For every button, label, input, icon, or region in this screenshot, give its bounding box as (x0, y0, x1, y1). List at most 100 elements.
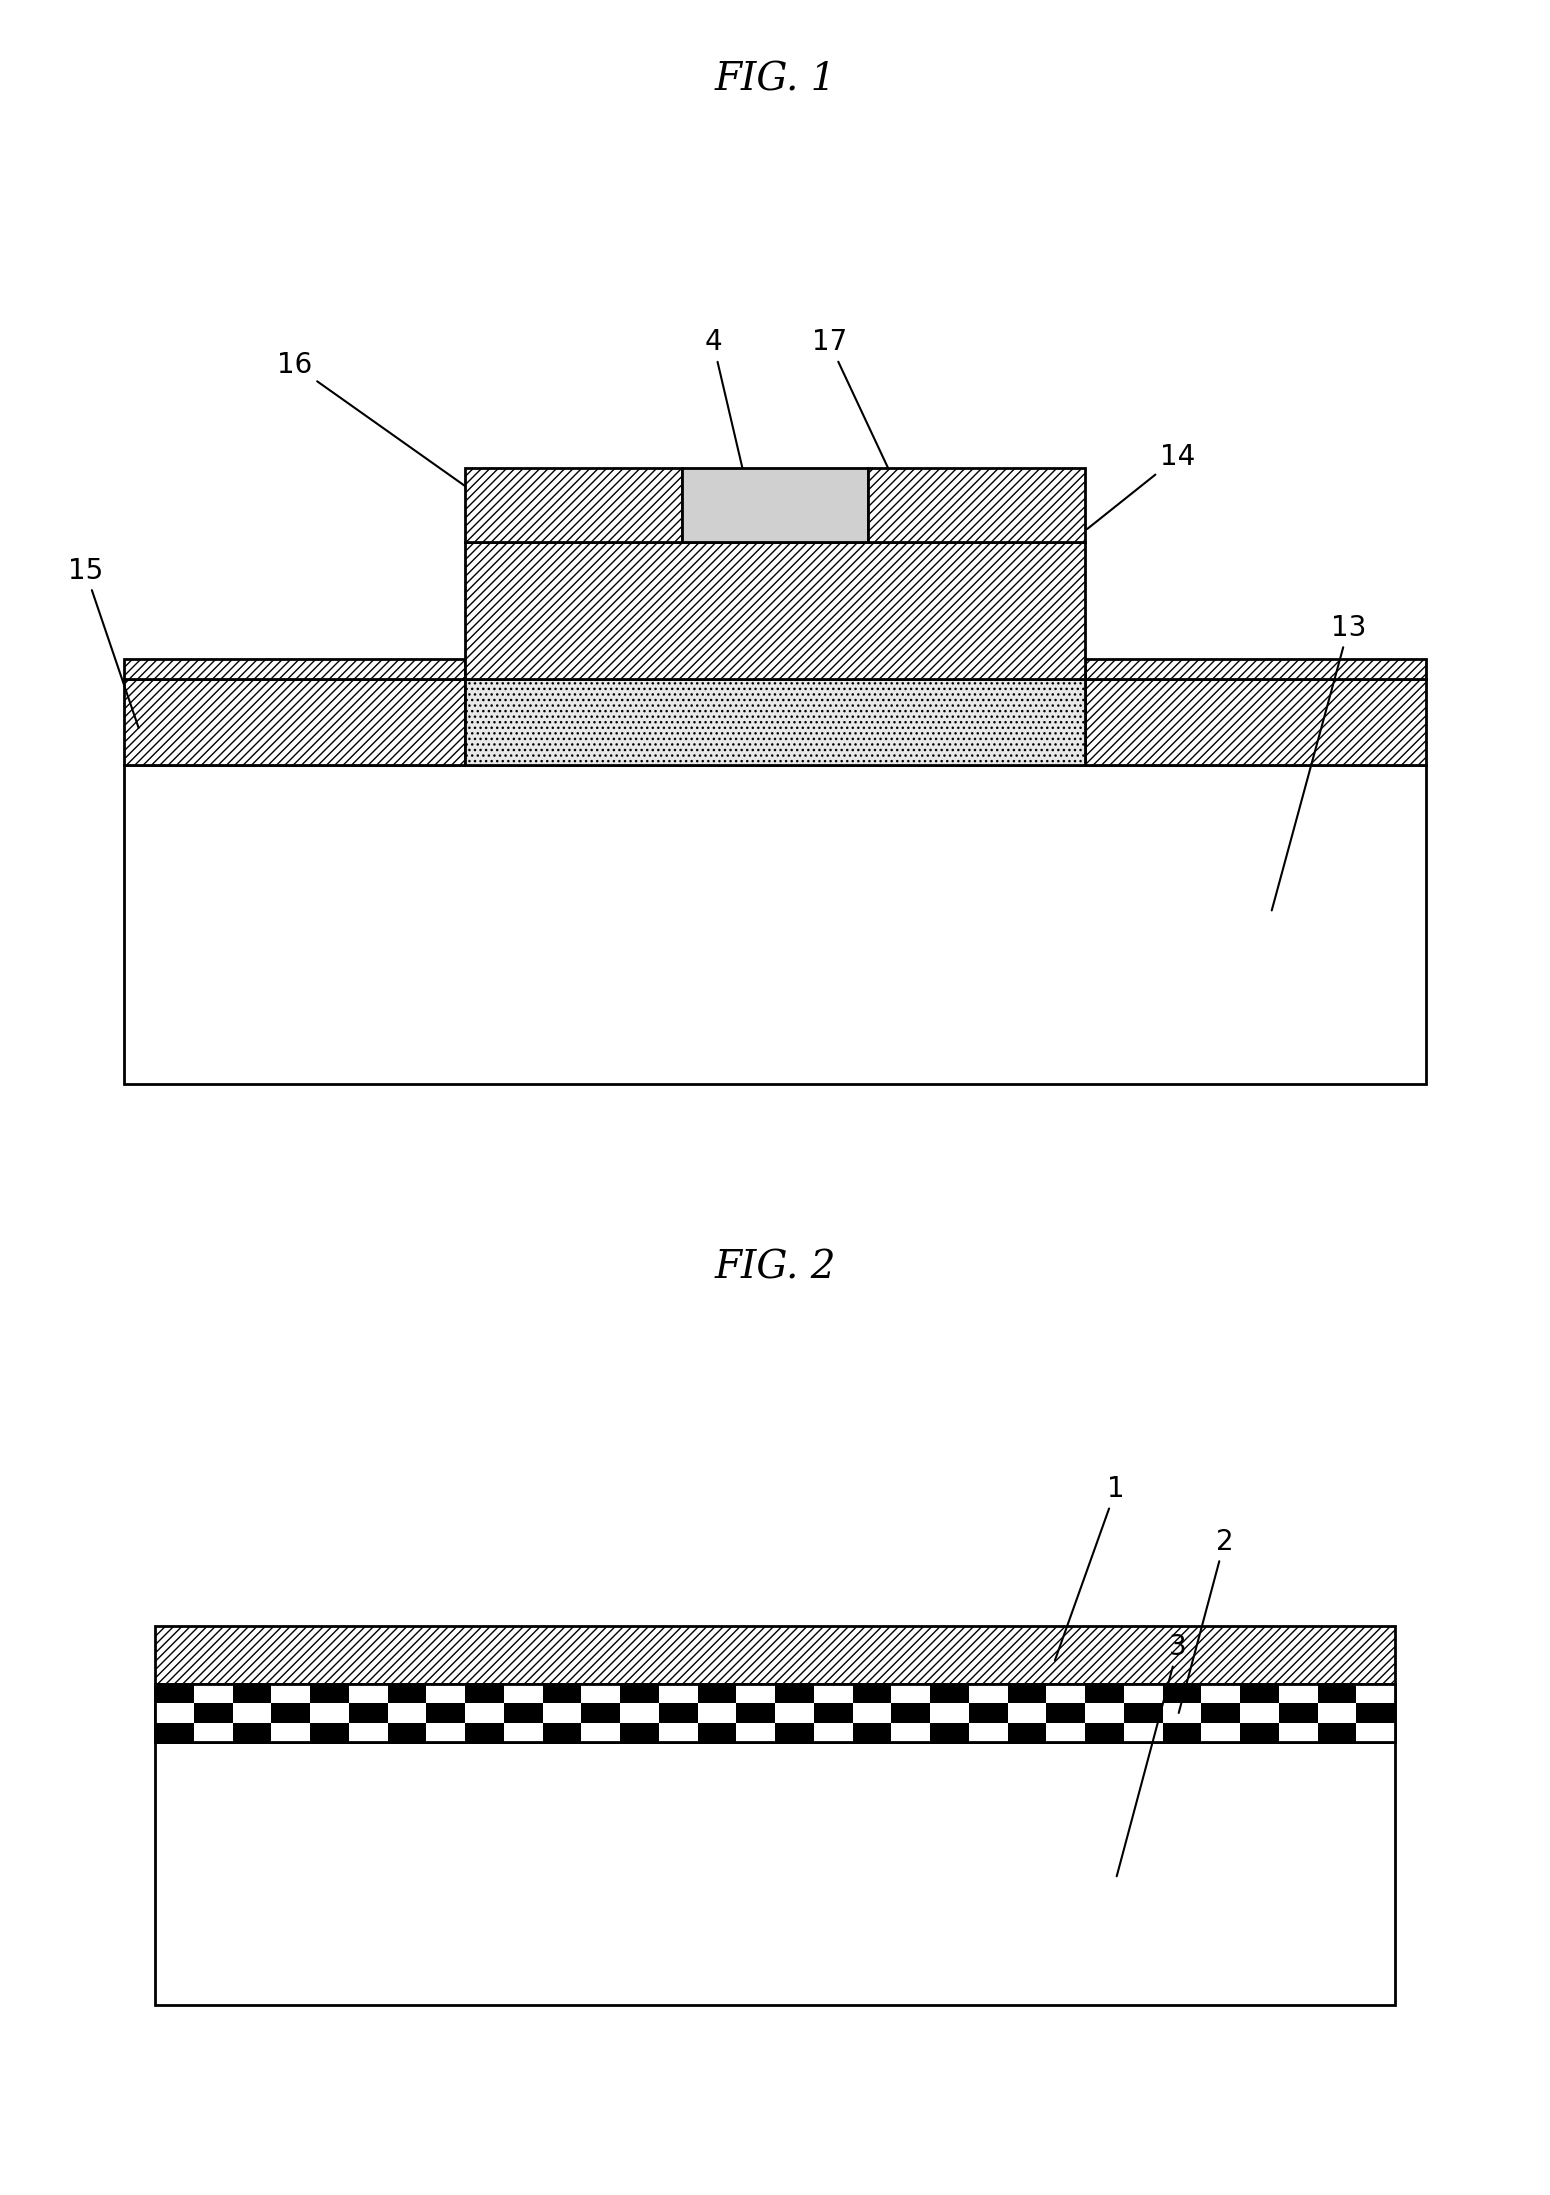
Bar (124, 658, 465, 678)
Bar (736, 1703, 775, 1723)
Text: 4: 4 (704, 329, 752, 505)
Bar (698, 1723, 736, 1743)
Bar (868, 468, 1085, 542)
Bar (542, 1723, 581, 1743)
Bar (504, 1684, 542, 1703)
Bar (1046, 1684, 1085, 1703)
Bar (1240, 1703, 1279, 1723)
Bar (465, 1684, 504, 1703)
Bar (853, 1703, 891, 1723)
Bar (465, 1703, 504, 1723)
Bar (659, 1703, 698, 1723)
Bar (1201, 1723, 1240, 1743)
Bar (124, 764, 1426, 1084)
Bar (1356, 1684, 1395, 1703)
Bar (1085, 1703, 1124, 1723)
Bar (271, 1703, 310, 1723)
Bar (465, 1723, 504, 1743)
Bar (155, 1684, 194, 1703)
Bar (620, 1703, 659, 1723)
Bar (542, 1684, 581, 1703)
Bar (388, 1723, 426, 1743)
Bar (271, 1723, 310, 1743)
Bar (1318, 1684, 1356, 1703)
Bar (310, 1723, 349, 1743)
Text: FIG. 1: FIG. 1 (715, 61, 835, 99)
Bar (1046, 1723, 1085, 1743)
Text: 3: 3 (1116, 1633, 1187, 1877)
Bar (504, 1703, 542, 1723)
Bar (388, 1684, 426, 1703)
Bar (1085, 658, 1426, 678)
Bar (1201, 1703, 1240, 1723)
Bar (853, 1723, 891, 1743)
Bar (1240, 1723, 1279, 1743)
Bar (426, 1684, 465, 1703)
Bar (155, 1684, 1395, 1743)
Bar (698, 1684, 736, 1703)
Bar (310, 1684, 349, 1703)
Bar (1085, 1684, 1124, 1703)
Bar (1162, 1684, 1201, 1703)
Bar (1356, 1723, 1395, 1743)
Text: FIG. 2: FIG. 2 (715, 1249, 835, 1286)
Bar (969, 1703, 1008, 1723)
Text: 17: 17 (812, 329, 905, 505)
Bar (1356, 1703, 1395, 1723)
Bar (814, 1723, 852, 1743)
Bar (930, 1684, 969, 1703)
Bar (1162, 1723, 1201, 1743)
Bar (930, 1723, 969, 1743)
Bar (1279, 1684, 1318, 1703)
Bar (969, 1684, 1008, 1703)
Text: 2: 2 (1178, 1528, 1234, 1712)
Bar (620, 1684, 659, 1703)
Bar (1124, 1684, 1162, 1703)
Bar (736, 1723, 775, 1743)
Bar (581, 1703, 620, 1723)
Bar (194, 1723, 232, 1743)
Bar (232, 1703, 271, 1723)
Bar (698, 1703, 736, 1723)
Bar (155, 1703, 194, 1723)
Text: 13: 13 (1271, 615, 1366, 911)
Bar (581, 1723, 620, 1743)
Bar (1085, 1723, 1124, 1743)
Bar (124, 678, 465, 764)
Bar (271, 1684, 310, 1703)
Bar (388, 1703, 426, 1723)
Bar (310, 1703, 349, 1723)
Bar (194, 1703, 232, 1723)
Bar (155, 1684, 1395, 1743)
Bar (814, 1684, 852, 1703)
Bar (659, 1723, 698, 1743)
Bar (155, 1626, 1395, 1684)
Bar (1124, 1703, 1162, 1723)
Bar (853, 1684, 891, 1703)
Text: 14: 14 (1087, 443, 1195, 529)
Text: 15: 15 (68, 558, 138, 729)
Bar (504, 1723, 542, 1743)
Bar (891, 1684, 930, 1703)
Bar (1279, 1703, 1318, 1723)
Bar (1201, 1684, 1240, 1703)
Bar (194, 1684, 232, 1703)
Bar (1240, 1684, 1279, 1703)
Bar (814, 1703, 852, 1723)
Bar (1008, 1703, 1046, 1723)
Bar (891, 1703, 930, 1723)
Text: 1: 1 (1056, 1475, 1125, 1659)
Bar (969, 1723, 1008, 1743)
Bar (349, 1703, 388, 1723)
Bar (1318, 1723, 1356, 1743)
Bar (232, 1723, 271, 1743)
Bar (1124, 1723, 1162, 1743)
Bar (1279, 1723, 1318, 1743)
Bar (1008, 1684, 1046, 1703)
Bar (426, 1703, 465, 1723)
Bar (620, 1723, 659, 1743)
Bar (465, 468, 682, 542)
Bar (891, 1723, 930, 1743)
Bar (682, 468, 868, 542)
Bar (775, 1723, 814, 1743)
